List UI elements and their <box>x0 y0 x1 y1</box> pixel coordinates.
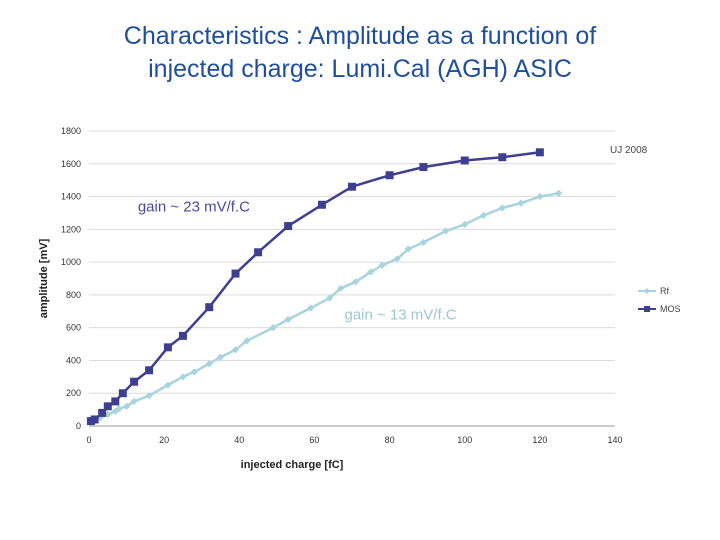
data-point-rf <box>498 204 506 212</box>
data-point-rf <box>164 381 172 389</box>
title-line-2: injected charge: Lumi.Cal (AGH) ASIC <box>148 55 572 83</box>
data-point-mos <box>419 163 428 172</box>
y-tick-label: 0 <box>76 421 81 431</box>
data-point-mos <box>118 389 127 398</box>
x-tick-label: 80 <box>385 435 395 445</box>
legend-item-rf: Rf <box>638 286 669 296</box>
y-tick-label: 400 <box>66 355 81 365</box>
y-tick-label: 200 <box>66 388 81 398</box>
data-point-rf <box>269 324 277 332</box>
data-point-mos <box>535 148 544 157</box>
tick-labels: 0 200 400 600 800 1000 1200 1400 1600 1800 0 20 40 60… <box>61 126 623 445</box>
data-point-rf <box>337 284 345 292</box>
x-tick-label: 100 <box>457 435 472 445</box>
legend-marker-diamond <box>644 288 650 294</box>
data-point-rf <box>130 397 138 406</box>
series-line-rf <box>92 192 559 424</box>
data-point-rf <box>284 315 292 324</box>
data-point-mos <box>103 402 112 411</box>
data-point-rf <box>307 304 315 312</box>
data-point-rf <box>393 255 401 263</box>
data-point-rf <box>352 278 360 286</box>
y-axis-label: amplitude [mV] <box>38 238 50 318</box>
y-tick-label: 1800 <box>61 126 81 136</box>
data-point-rf <box>479 211 488 220</box>
data-point-mos <box>130 377 139 386</box>
data-point-mos <box>254 248 263 257</box>
data-point-mos <box>178 331 187 340</box>
chart-labels: injected charge [fC] amplitude [mV] gain ~… <box>38 145 648 471</box>
y-tick-label: 600 <box>66 323 81 333</box>
y-tick-label: 800 <box>66 290 81 300</box>
data-point-mos <box>111 397 120 406</box>
data-point-rf <box>145 392 153 400</box>
data-point-mos <box>163 343 172 352</box>
data-point-rf <box>367 268 375 276</box>
data-point-rf <box>517 199 525 207</box>
x-tick-label: 120 <box>532 435 547 445</box>
data-point-rf <box>442 227 450 235</box>
data-point-rf <box>190 368 198 376</box>
grid <box>89 130 615 394</box>
data-point-rf <box>243 337 251 345</box>
data-point-rf <box>205 360 213 368</box>
series-rf <box>89 189 563 427</box>
data-point-mos <box>205 303 214 312</box>
data-point-mos <box>460 156 469 165</box>
data-point-rf <box>404 245 412 253</box>
gain-annotation-2: gain ~ 13 mV/f.C <box>344 306 456 323</box>
data-point-rf <box>122 402 131 410</box>
data-point-rf <box>536 192 544 201</box>
data-point-mos <box>317 200 326 209</box>
data-point-mos <box>348 182 356 191</box>
data-point-rf <box>461 220 469 229</box>
series-line-mos <box>90 151 541 423</box>
x-axis-label: injected charge [fC] <box>241 459 344 471</box>
x-tick-label: 20 <box>159 435 169 445</box>
slide-title: Characteristics : Amplitude as a functio… <box>0 20 720 86</box>
data-point-rf <box>216 353 225 361</box>
data-point-rf <box>555 189 563 197</box>
gain-annotation-1: gain ~ 23 mV/f.C <box>138 198 250 215</box>
data-point-rf <box>419 238 427 247</box>
series-mos <box>86 148 544 426</box>
data-point-mos <box>385 171 394 180</box>
data-point-rf <box>378 261 386 269</box>
data-point-rf <box>179 373 187 381</box>
y-tick-label: 1000 <box>61 257 81 267</box>
x-tick-label: 0 <box>86 435 91 445</box>
data-point-rf <box>325 294 334 302</box>
chart-stamp: UJ 2008 <box>610 145 648 156</box>
y-tick-label: 1400 <box>61 192 81 202</box>
x-tick-label: 140 <box>607 435 622 445</box>
title-line-1: Characteristics : Amplitude as a functio… <box>123 22 597 50</box>
data-point-mos <box>145 366 154 375</box>
data-point-rf <box>115 405 123 413</box>
legend-item-mos: MOS <box>638 304 681 314</box>
data-point-rf <box>231 346 240 354</box>
legend-label: Rf <box>660 286 669 296</box>
data-point-mos <box>231 269 240 278</box>
legend-marker-square <box>644 306 650 312</box>
y-tick-label: 1600 <box>61 159 81 169</box>
x-tick-label: 40 <box>234 435 244 445</box>
x-tick-label: 60 <box>309 435 319 445</box>
legend-label: MOS <box>660 304 681 314</box>
data-point-mos <box>284 222 293 231</box>
y-tick-label: 1200 <box>61 224 81 234</box>
series-group <box>86 148 563 427</box>
data-point-mos <box>498 153 507 162</box>
data-point-mos <box>90 415 99 424</box>
legend: Rf MOS <box>638 286 681 314</box>
data-point-mos <box>98 408 107 417</box>
